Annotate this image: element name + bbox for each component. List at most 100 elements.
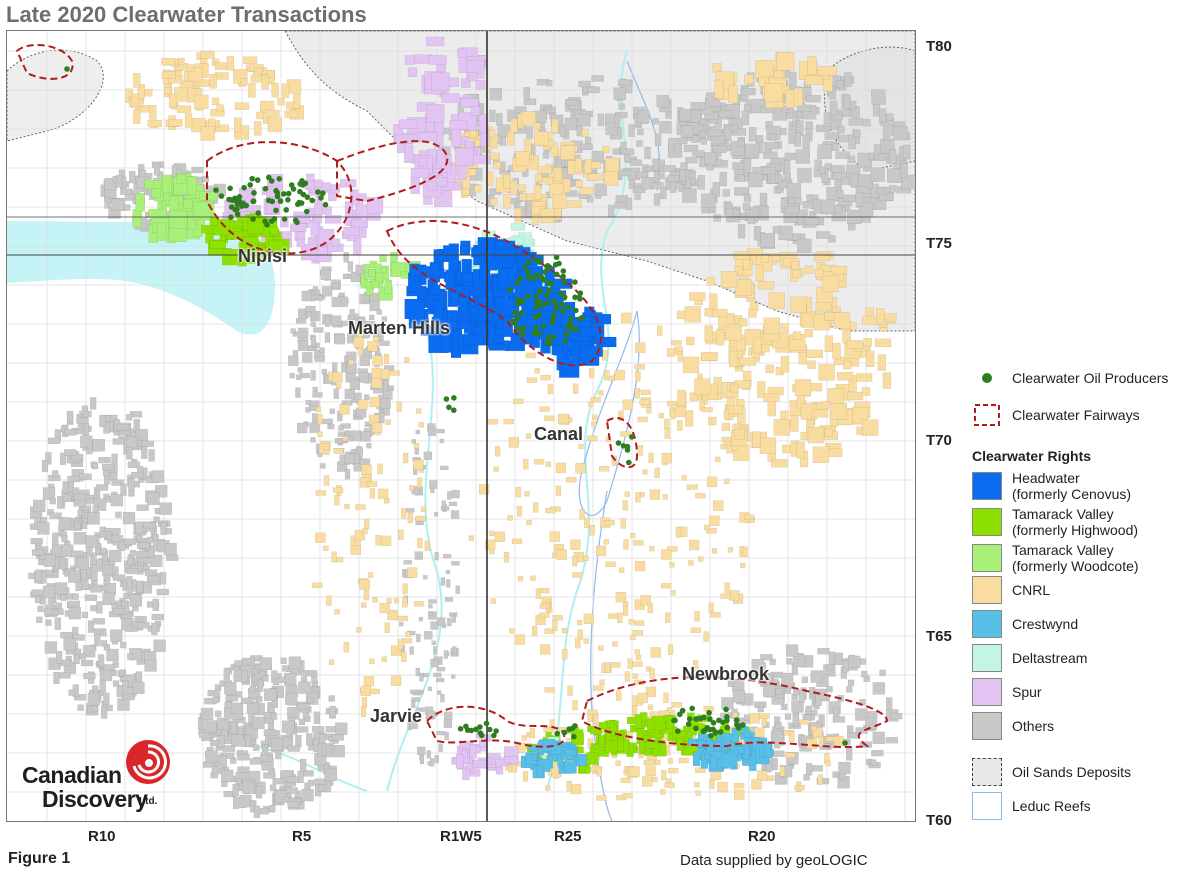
- land-parcel: [594, 183, 607, 196]
- producer-dot: [530, 274, 536, 281]
- land-parcel: [312, 413, 318, 424]
- land-parcel: [306, 311, 312, 317]
- land-parcel: [332, 487, 344, 493]
- land-parcel: [749, 127, 757, 142]
- land-parcel: [122, 511, 136, 525]
- land-parcel: [586, 752, 599, 765]
- land-parcel: [151, 622, 158, 636]
- land-parcel: [366, 197, 384, 214]
- land-parcel: [63, 449, 77, 456]
- land-parcel: [844, 72, 852, 87]
- land-parcel: [805, 265, 814, 274]
- land-parcel: [741, 87, 756, 96]
- land-parcel: [706, 276, 715, 286]
- producer-dot: [477, 724, 483, 730]
- land-parcel: [888, 149, 897, 165]
- land-parcel: [430, 488, 435, 493]
- land-parcel: [156, 222, 167, 241]
- land-parcel: [658, 172, 665, 180]
- land-parcel: [55, 651, 63, 664]
- producer-dot: [533, 257, 539, 263]
- land-parcel: [622, 605, 629, 617]
- land-parcel: [706, 528, 717, 534]
- legend-rights-item: Others: [972, 712, 1054, 740]
- land-parcel: [566, 99, 579, 106]
- land-parcel: [737, 139, 745, 148]
- land-parcel: [74, 522, 82, 530]
- land-parcel: [140, 446, 148, 459]
- land-parcel: [695, 790, 701, 796]
- land-parcel: [343, 252, 349, 263]
- land-parcel: [805, 121, 813, 129]
- land-parcel: [531, 754, 538, 761]
- land-parcel: [837, 125, 845, 134]
- land-parcel: [361, 464, 372, 475]
- land-parcel: [100, 706, 108, 719]
- land-parcel: [136, 534, 143, 542]
- land-parcel: [624, 671, 631, 682]
- land-parcel: [725, 324, 742, 341]
- land-parcel: [249, 685, 257, 693]
- land-parcel: [570, 347, 582, 358]
- land-parcel: [639, 399, 650, 405]
- land-parcel: [542, 738, 556, 752]
- land-parcel: [691, 135, 699, 143]
- land-parcel: [493, 161, 501, 169]
- land-parcel: [692, 660, 699, 666]
- range-label-r10: R10: [88, 828, 116, 845]
- legend-rights-label: Others: [1012, 718, 1055, 734]
- land-parcel: [489, 530, 495, 536]
- land-parcel: [715, 456, 721, 463]
- land-parcel: [625, 197, 633, 211]
- land-parcel: [526, 519, 532, 526]
- land-parcel: [744, 514, 755, 520]
- land-parcel: [369, 314, 375, 321]
- producer-dot: [686, 716, 693, 722]
- land-parcel: [870, 167, 885, 182]
- land-parcel: [416, 633, 421, 643]
- logo-line-2: Discovery: [42, 786, 148, 812]
- map-frame[interactable]: [6, 30, 916, 822]
- land-parcel: [345, 430, 351, 437]
- land-parcel: [739, 357, 757, 366]
- land-parcel: [587, 173, 602, 182]
- land-parcel: [889, 712, 903, 720]
- township-label-t80: T80: [926, 38, 952, 55]
- land-parcel: [49, 497, 56, 505]
- land-parcel: [743, 158, 752, 173]
- land-parcel: [451, 561, 460, 566]
- land-parcel: [467, 71, 478, 82]
- map-canvas[interactable]: [7, 31, 915, 821]
- land-parcel: [195, 79, 210, 87]
- land-parcel: [255, 786, 263, 799]
- land-parcel: [288, 656, 302, 669]
- land-parcel: [759, 713, 770, 719]
- producer-dot: [533, 325, 539, 331]
- land-parcel: [254, 121, 262, 136]
- land-parcel: [184, 113, 193, 128]
- land-parcel: [502, 315, 513, 337]
- land-parcel: [411, 281, 422, 292]
- land-parcel: [810, 765, 823, 772]
- land-parcel: [757, 280, 775, 290]
- land-parcel: [835, 151, 850, 159]
- land-parcel: [720, 444, 726, 450]
- land-parcel: [721, 436, 732, 443]
- land-parcel: [309, 400, 320, 411]
- producer-dot: [262, 218, 268, 225]
- land-parcel: [146, 536, 154, 544]
- land-parcel: [331, 734, 345, 741]
- land-parcel: [390, 675, 402, 686]
- land-parcel: [71, 550, 84, 557]
- land-parcel: [162, 174, 172, 194]
- land-parcel: [323, 475, 330, 486]
- land-parcel: [742, 546, 748, 558]
- land-parcel: [297, 367, 303, 373]
- land-parcel: [419, 673, 424, 682]
- land-parcel: [704, 325, 713, 342]
- land-parcel: [333, 448, 344, 454]
- land-parcel: [127, 558, 134, 565]
- land-parcel: [120, 483, 127, 496]
- land-parcel: [125, 625, 138, 632]
- land-parcel: [539, 644, 551, 655]
